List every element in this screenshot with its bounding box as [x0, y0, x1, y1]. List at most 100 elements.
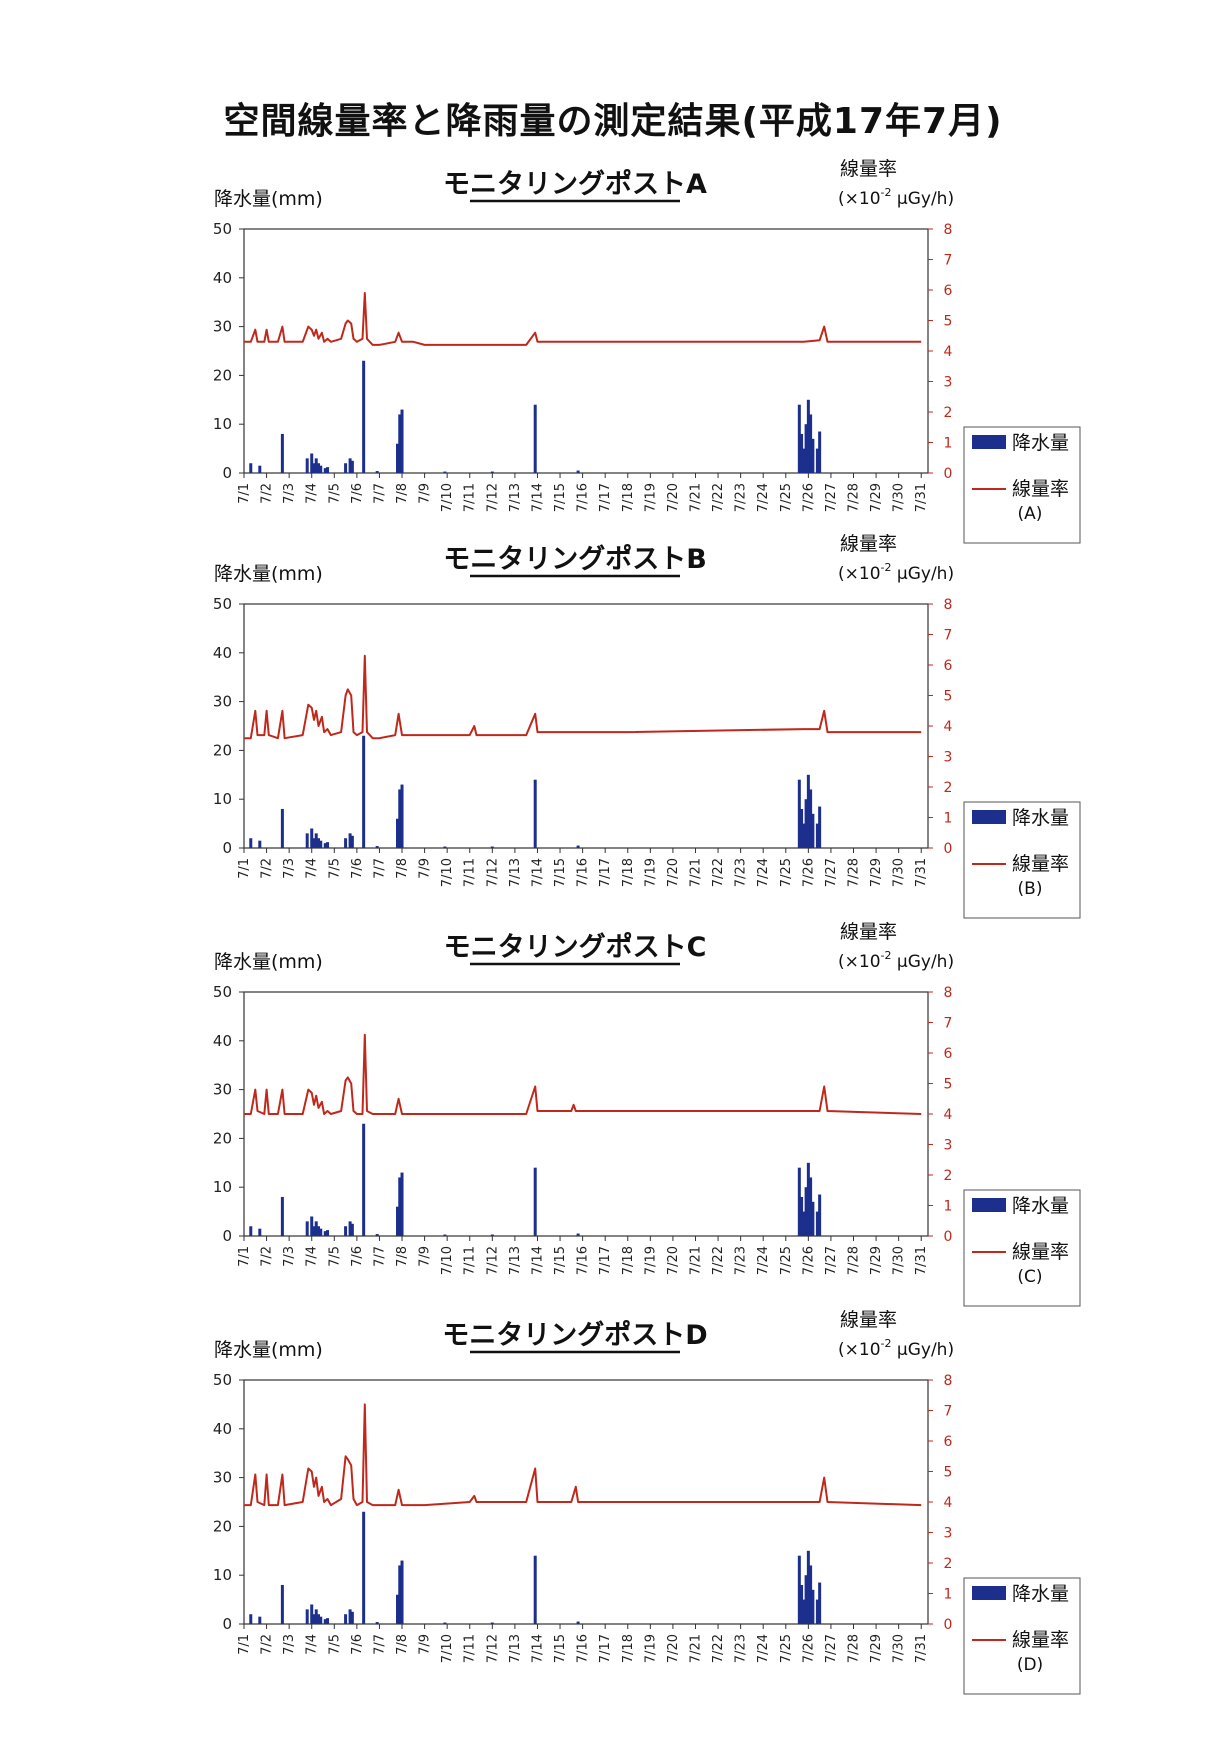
rain-bar [398, 789, 402, 848]
legend-rain-swatch [972, 435, 1006, 449]
x-tick-label: 7/26 [801, 483, 816, 512]
right-tick-label: 2 [944, 1168, 953, 1184]
x-tick-label: 7/16 [576, 1246, 591, 1275]
x-tick-label: 7/5 [327, 1634, 342, 1655]
rain-bar [319, 1616, 323, 1624]
right-tick-label: 1 [944, 1199, 953, 1215]
left-tick-label: 10 [213, 1178, 232, 1196]
right-tick-label: 0 [944, 466, 953, 482]
x-tick-label: 7/15 [553, 1246, 568, 1275]
left-axis-label: 降水量(mm) [214, 1339, 323, 1361]
rain-bar [305, 1609, 309, 1624]
x-tick-label: 7/1 [237, 483, 252, 504]
left-tick-label: 40 [213, 1420, 232, 1438]
x-tick-label: 7/7 [372, 483, 387, 504]
rain-bar [815, 1211, 819, 1236]
rain-bar [258, 1228, 262, 1236]
x-tick-label: 7/19 [643, 858, 658, 887]
plot-frame [243, 603, 929, 849]
rain-bar [305, 458, 309, 473]
x-tick-label: 7/19 [643, 1634, 658, 1663]
left-tick-label: 50 [213, 983, 232, 1001]
chart-title: モニタリングポストC [444, 931, 707, 963]
x-tick-label: 7/4 [305, 1634, 320, 1655]
x-tick-label: 7/15 [553, 858, 568, 887]
left-tick-label: 0 [222, 839, 232, 857]
x-tick-label: 7/26 [801, 1246, 816, 1275]
x-tick-label: 7/3 [282, 858, 297, 879]
rain-bar [533, 1555, 537, 1624]
rain-bar [400, 409, 404, 473]
right-tick-label: 3 [944, 375, 953, 391]
rain-bar [811, 1589, 815, 1624]
rain-bar [811, 1201, 815, 1236]
x-tick-label: 7/17 [598, 858, 613, 887]
x-tick-label: 7/28 [847, 1246, 862, 1275]
right-tick-label: 4 [944, 344, 953, 360]
left-tick-label: 30 [213, 318, 232, 336]
left-tick-label: 0 [222, 1227, 232, 1245]
legend-dose-label: 線量率 [1012, 1241, 1069, 1263]
rain-bar [443, 1622, 447, 1624]
x-tick-label: 7/11 [463, 1634, 478, 1663]
right-tick-label: 8 [944, 597, 953, 613]
right-axis-unit: (×10-2 μGy/h) [838, 949, 954, 972]
x-tick-label: 7/9 [418, 1246, 433, 1267]
x-tick-label: 7/27 [824, 1246, 839, 1275]
rain-bar [815, 1599, 819, 1624]
rain-bar [396, 443, 400, 473]
x-tick-label: 7/31 [914, 483, 929, 512]
right-axis-unit: (×10-2 μGy/h) [838, 561, 954, 584]
x-tick-label: 7/8 [395, 1246, 410, 1267]
left-axis-label: 降水量(mm) [214, 188, 323, 210]
rain-bar [396, 1594, 400, 1624]
rain-bar [350, 1611, 354, 1624]
x-tick-label: 7/11 [463, 483, 478, 512]
rain-bar [804, 424, 808, 473]
rain-bar [806, 399, 810, 473]
rain-bar [533, 779, 537, 848]
page-title: 空間線量率と降雨量の測定結果(平成17年7月) [223, 101, 1003, 142]
x-tick-label: 7/16 [576, 1634, 591, 1663]
rain-bar [818, 806, 822, 848]
rain-bar [310, 828, 314, 848]
x-tick-label: 7/1 [237, 858, 252, 879]
x-tick-label: 7/23 [734, 858, 749, 887]
x-tick-label: 7/8 [395, 1634, 410, 1655]
rain-bar [249, 838, 253, 848]
right-tick-label: 1 [944, 811, 953, 827]
legend-rain-swatch [972, 1198, 1006, 1212]
right-tick-label: 5 [944, 314, 953, 330]
rain-bar [312, 1226, 316, 1236]
rain-bar [800, 1584, 804, 1624]
rain-bar [258, 1616, 262, 1624]
x-tick-label: 7/20 [666, 1634, 681, 1663]
rain-bar [818, 431, 822, 473]
x-tick-label: 7/21 [688, 483, 703, 512]
x-tick-label: 7/24 [756, 483, 771, 512]
x-tick-label: 7/18 [621, 1246, 636, 1275]
legend-dose-label: 線量率 [1012, 478, 1069, 500]
rain-bar [249, 1614, 253, 1624]
rain-bar [576, 1621, 580, 1624]
x-tick-label: 7/27 [824, 1634, 839, 1663]
x-tick-label: 7/28 [847, 483, 862, 512]
rain-bar [806, 774, 810, 848]
rain-bar [280, 1196, 284, 1236]
x-tick-label: 7/20 [666, 858, 681, 887]
rain-bar [533, 404, 537, 473]
left-tick-label: 20 [213, 741, 232, 759]
rain-bar [312, 1614, 316, 1624]
rain-bar [797, 404, 801, 473]
rain-bar [490, 846, 494, 848]
right-tick-label: 2 [944, 1556, 953, 1572]
legend-rain-swatch [972, 1586, 1006, 1600]
x-tick-label: 7/29 [869, 483, 884, 512]
left-tick-label: 40 [213, 644, 232, 662]
x-tick-label: 7/1 [237, 1634, 252, 1655]
rain-bar [809, 1177, 813, 1236]
x-tick-label: 7/7 [372, 858, 387, 879]
x-tick-label: 7/10 [440, 1246, 455, 1275]
left-tick-label: 20 [213, 366, 232, 384]
right-tick-label: 2 [944, 405, 953, 421]
